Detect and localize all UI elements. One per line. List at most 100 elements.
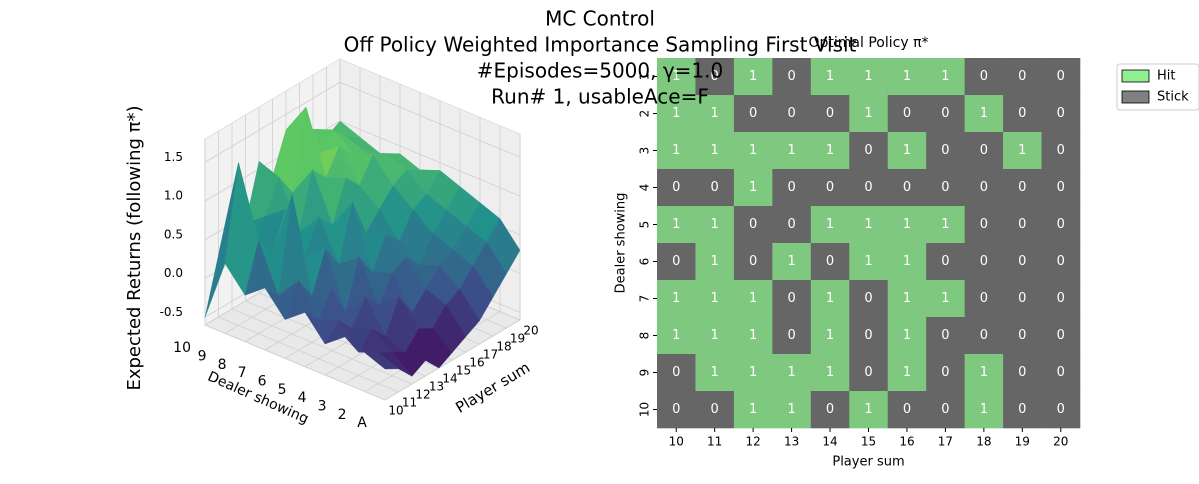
heatmap-cell bbox=[1003, 95, 1042, 133]
heatmap-cell bbox=[772, 132, 812, 170]
cell-label: 0 bbox=[672, 402, 680, 417]
x-tick-label: 20 bbox=[1053, 435, 1068, 449]
cell-label: 0 bbox=[1057, 69, 1065, 84]
heatmap-cell bbox=[1041, 280, 1081, 318]
cell-label: 0 bbox=[1018, 328, 1026, 343]
cell-label: 1 bbox=[672, 143, 680, 158]
heatmap-cell bbox=[964, 243, 1004, 281]
cell-label: 1 bbox=[826, 328, 834, 343]
heatmap-cell bbox=[810, 354, 850, 392]
heatmap-cell bbox=[772, 243, 812, 281]
cell-label: 1 bbox=[711, 106, 719, 121]
heatmap-cell bbox=[733, 391, 773, 429]
cell-label: 1 bbox=[711, 254, 719, 269]
cell-label: 0 bbox=[1018, 402, 1026, 417]
heatmap-cell bbox=[695, 132, 735, 170]
cell-label: 0 bbox=[749, 106, 757, 121]
cell-label: 1 bbox=[864, 217, 872, 232]
legend-label: Hit bbox=[1157, 69, 1175, 84]
cell-label: 0 bbox=[1018, 180, 1026, 195]
heatmap-cell bbox=[810, 169, 850, 207]
heatmap-cell bbox=[695, 206, 735, 244]
heatmap-cell bbox=[1003, 58, 1042, 96]
cell-label: 1 bbox=[826, 365, 834, 380]
heatmap-cell bbox=[733, 132, 773, 170]
y-tick-label: 6 bbox=[258, 374, 267, 390]
heatmap-cell bbox=[887, 95, 927, 133]
cell-label: 0 bbox=[787, 180, 795, 195]
cell-label: 0 bbox=[787, 328, 795, 343]
heatmap-cell bbox=[926, 169, 965, 207]
cell-label: 1 bbox=[941, 291, 949, 306]
y-tick-label: 9 bbox=[198, 349, 207, 365]
cell-label: 1 bbox=[672, 69, 680, 84]
y-tick-label: 8 bbox=[638, 332, 652, 340]
heatmap-cell bbox=[657, 391, 696, 429]
heatmap-cell bbox=[772, 280, 812, 318]
heatmap-cell bbox=[810, 280, 850, 318]
y-tick-label: 5 bbox=[278, 382, 287, 398]
y-tick-label: 2 bbox=[338, 407, 347, 423]
heatmap-cell bbox=[1003, 354, 1042, 392]
cell-label: 0 bbox=[826, 402, 834, 417]
x-tick-label: 17 bbox=[938, 435, 953, 449]
heatmap-cell bbox=[849, 58, 889, 96]
cell-label: 1 bbox=[903, 143, 911, 158]
heatmap-cell bbox=[772, 391, 812, 429]
heatmap-cell bbox=[849, 206, 889, 244]
heatmap-cell bbox=[887, 243, 927, 281]
y-tick-label: 4 bbox=[298, 390, 307, 406]
heatmap-cell bbox=[926, 391, 965, 429]
cell-label: 1 bbox=[711, 328, 719, 343]
heatmap-cell bbox=[849, 169, 889, 207]
cell-label: 1 bbox=[903, 365, 911, 380]
cell-label: 0 bbox=[1057, 328, 1065, 343]
heatmap-cell bbox=[1003, 169, 1042, 207]
y-tick-label: 7 bbox=[638, 295, 652, 303]
x-tick-label: 19 bbox=[510, 331, 525, 345]
heatmap-cell bbox=[733, 354, 773, 392]
heatmap-cell bbox=[657, 243, 696, 281]
cell-label: 0 bbox=[864, 143, 872, 158]
cell-label: 1 bbox=[826, 143, 834, 158]
heatmap-cell bbox=[772, 206, 812, 244]
heatmap-cell bbox=[964, 354, 1004, 392]
legend-label: Stick bbox=[1157, 90, 1189, 105]
cell-label: 0 bbox=[980, 254, 988, 269]
cell-label: 0 bbox=[711, 402, 719, 417]
y-tick-label: 10 bbox=[173, 340, 191, 356]
y-tick-label: 6 bbox=[638, 258, 652, 266]
heatmap-cell bbox=[849, 280, 889, 318]
heatmap-cell bbox=[964, 95, 1004, 133]
x-tick-label: 15 bbox=[861, 435, 876, 449]
cell-label: 0 bbox=[1057, 217, 1065, 232]
cell-label: 1 bbox=[787, 402, 795, 417]
cell-label: 1 bbox=[672, 291, 680, 306]
y-tick-label: 2 bbox=[638, 110, 652, 118]
heatmap-cell bbox=[849, 243, 889, 281]
heatmap-cell bbox=[695, 280, 735, 318]
legend-swatch bbox=[1121, 90, 1150, 104]
cell-label: 0 bbox=[1057, 291, 1065, 306]
x-tick-label: 14 bbox=[442, 371, 457, 385]
cell-label: 1 bbox=[864, 69, 872, 84]
heatmap-cell bbox=[695, 243, 735, 281]
cell-label: 0 bbox=[711, 180, 719, 195]
heatmap-cell bbox=[733, 169, 773, 207]
heatmap-cell bbox=[1041, 58, 1081, 96]
heatmap-cell bbox=[1041, 132, 1081, 170]
heatmap-cell bbox=[926, 354, 965, 392]
cell-label: 1 bbox=[787, 365, 795, 380]
heatmap-cell bbox=[772, 95, 812, 133]
heatmap-cell bbox=[926, 243, 965, 281]
heatmap-cell bbox=[1041, 95, 1081, 133]
cell-label: 1 bbox=[749, 402, 757, 417]
cell-label: 0 bbox=[941, 254, 949, 269]
grid-line bbox=[339, 120, 521, 197]
cell-label: 1 bbox=[864, 106, 872, 121]
heatmap-cell bbox=[964, 206, 1004, 244]
y-tick-label: A bbox=[357, 415, 367, 431]
cell-label: 1 bbox=[711, 217, 719, 232]
heatmap-cell bbox=[810, 243, 850, 281]
heatmap-cell bbox=[849, 391, 889, 429]
